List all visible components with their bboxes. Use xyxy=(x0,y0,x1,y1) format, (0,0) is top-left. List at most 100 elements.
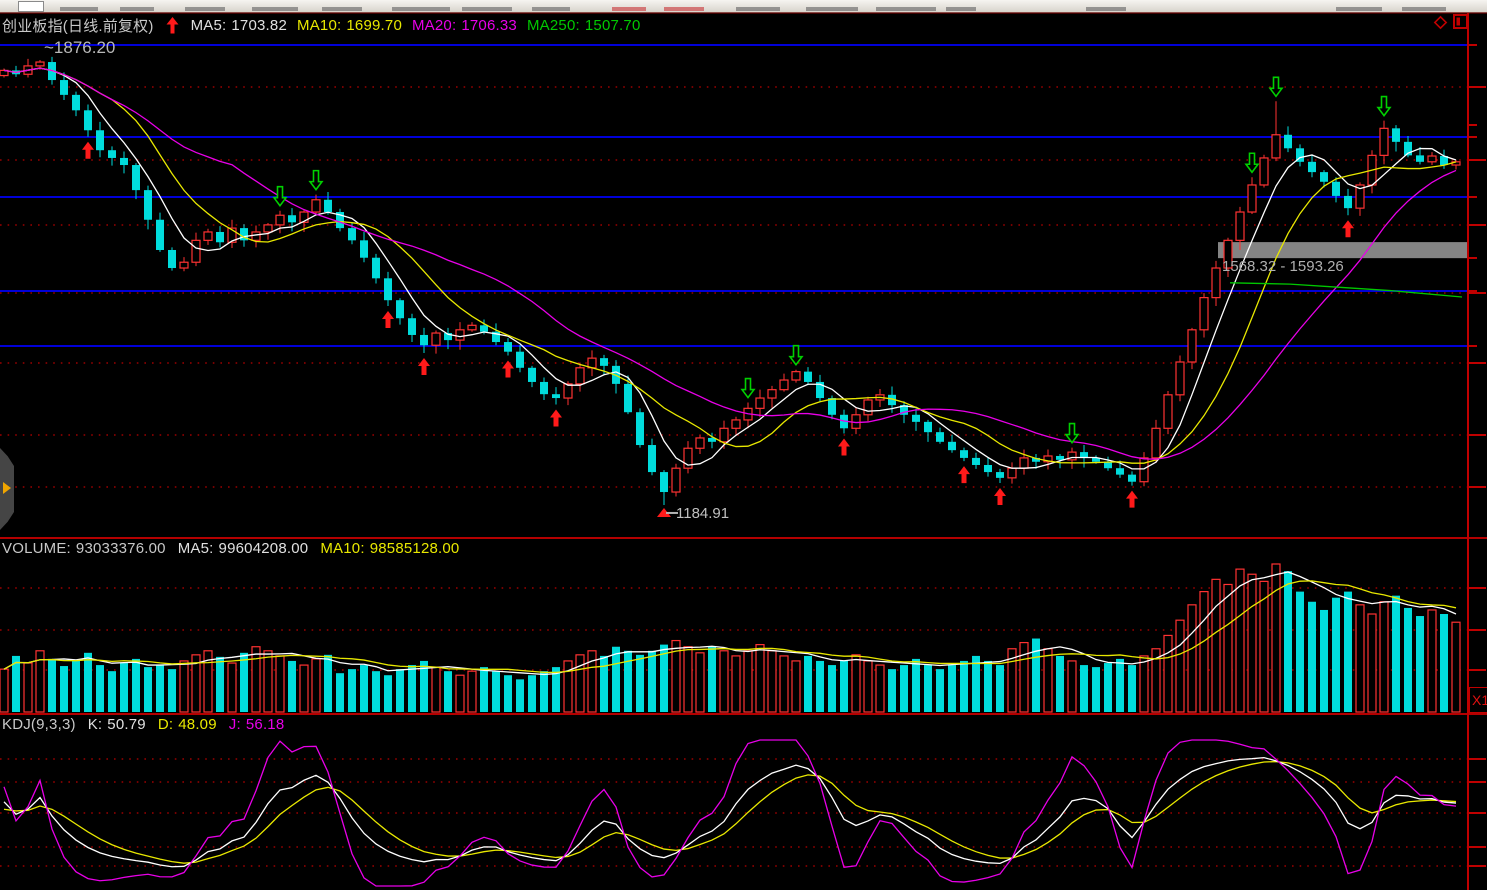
volume-bar-up xyxy=(563,660,573,713)
volume-bar-up xyxy=(227,662,237,713)
volume-bar-down xyxy=(972,655,980,712)
volume-bar-up xyxy=(35,650,45,713)
candle-body-up xyxy=(1019,457,1029,469)
candle-body-down xyxy=(816,381,824,399)
volume-ma5-readout: MA5: 99604208.00 xyxy=(177,540,309,557)
ma10-line xyxy=(3,67,1457,464)
volume-bar-down xyxy=(900,665,908,712)
volume-bar-up xyxy=(1151,648,1161,713)
volume-bar-up xyxy=(1259,580,1269,713)
candle-body-up xyxy=(1427,155,1437,163)
candle-body-up xyxy=(719,427,729,443)
kdj-j-line xyxy=(3,739,1457,887)
volume-bar-down xyxy=(144,667,152,712)
volume-bar-up xyxy=(263,650,273,713)
volume-bar-down xyxy=(648,650,656,712)
candle-body-down xyxy=(960,450,968,458)
candle-body-up xyxy=(1175,361,1185,396)
gap-band-label: 1568.32 - 1593.26 xyxy=(1222,258,1344,275)
candle-body-up xyxy=(311,199,321,213)
candle-body-down xyxy=(900,405,908,415)
peak-price-label: ~1876.20 xyxy=(44,38,116,57)
volume-bar-up xyxy=(719,650,729,713)
candle-body-down xyxy=(84,110,92,131)
buy-arrow-icon xyxy=(838,438,850,456)
volume-bar-down xyxy=(132,658,140,712)
volume-bar-up xyxy=(431,666,441,713)
split-window-icon[interactable] xyxy=(1453,14,1469,30)
candle-body-down xyxy=(972,457,980,465)
volume-bar-down xyxy=(1308,601,1316,712)
ma5-readout: MA5: 1703.82 xyxy=(190,17,287,34)
toolbar-text-fragment xyxy=(252,7,298,11)
candle-body-up xyxy=(1271,134,1281,159)
volume-bar-down xyxy=(996,665,1004,712)
volume-bar-down xyxy=(216,656,224,712)
sell-arrow-icon xyxy=(1064,422,1080,444)
kdj-header: KDJ(9,3,3) K: 50.79 D: 48.09 J: 56.18 xyxy=(2,716,284,733)
volume-bar-down xyxy=(1104,663,1112,712)
volume-bar-up xyxy=(1235,568,1245,713)
volume-bar-down xyxy=(1092,667,1100,712)
candle-body-up xyxy=(179,261,189,269)
candle-body-down xyxy=(360,240,368,258)
candle-body-up xyxy=(1259,157,1269,186)
volume-bar-down xyxy=(48,658,56,712)
sell-arrow-icon xyxy=(272,185,288,208)
candle-body-down xyxy=(120,157,128,166)
volume-bar-down xyxy=(72,660,80,712)
sidebar-expand-handle[interactable] xyxy=(0,448,14,530)
volume-bar-up xyxy=(191,654,201,713)
volume-bar-up xyxy=(791,660,801,713)
ma20-line xyxy=(3,67,1457,460)
scale-badge[interactable]: X1 xyxy=(1469,687,1487,713)
buy-arrow-icon xyxy=(502,360,514,378)
volume-bar-down xyxy=(1116,658,1124,712)
volume-bar-down xyxy=(120,663,128,712)
volume-bar-down xyxy=(612,646,620,712)
candle-body-up xyxy=(1355,184,1365,209)
volume-bar-up xyxy=(863,660,873,713)
volume-bar-up xyxy=(1379,601,1389,713)
candle-body-down xyxy=(1404,141,1412,156)
candle-body-down xyxy=(1056,455,1064,460)
volume-bar-down xyxy=(552,667,560,712)
toolbar-text-fragment xyxy=(120,7,154,11)
candle-body-down xyxy=(408,318,416,335)
candle-body-down xyxy=(552,394,560,399)
volume-bar-up xyxy=(275,655,285,713)
volume-bar-down xyxy=(288,660,296,712)
volume-bar-down xyxy=(408,665,416,712)
candle-body-down xyxy=(96,130,104,151)
volume-bar-up xyxy=(1427,609,1437,713)
candle-body-down xyxy=(444,333,452,341)
volume-bar-down xyxy=(1032,638,1040,712)
candle-body-up xyxy=(191,239,201,263)
candle-body-down xyxy=(1296,148,1304,162)
volume-bar-down xyxy=(420,660,428,712)
volume-bar-down xyxy=(828,665,836,712)
volume-bar-up xyxy=(1163,634,1173,713)
volume-bar-up xyxy=(0,668,9,713)
volume-bar-up xyxy=(575,654,585,713)
candle-body-down xyxy=(1080,452,1088,458)
buy-arrow-icon xyxy=(382,310,394,328)
volume-bar-down xyxy=(1404,607,1412,712)
volume-bar-up xyxy=(875,664,885,713)
candle-body-down xyxy=(144,190,152,220)
ma250-line xyxy=(1229,282,1463,298)
volume-bar-up xyxy=(1367,613,1377,713)
diamond-icon[interactable] xyxy=(1433,15,1448,30)
candle-body-down xyxy=(1104,461,1112,469)
volume-bar-up xyxy=(671,639,681,713)
volume-bar-down xyxy=(912,658,920,712)
candle-body-down xyxy=(108,150,116,158)
sell-arrow-icon xyxy=(1376,95,1392,117)
volume-bar-up xyxy=(1451,621,1461,713)
volume-bar-down xyxy=(84,652,92,712)
volume-bar-down xyxy=(156,665,164,712)
toolbar-input-cell[interactable] xyxy=(18,1,44,12)
volume-bar-down xyxy=(1440,614,1448,712)
volume-bar-down xyxy=(936,669,944,712)
